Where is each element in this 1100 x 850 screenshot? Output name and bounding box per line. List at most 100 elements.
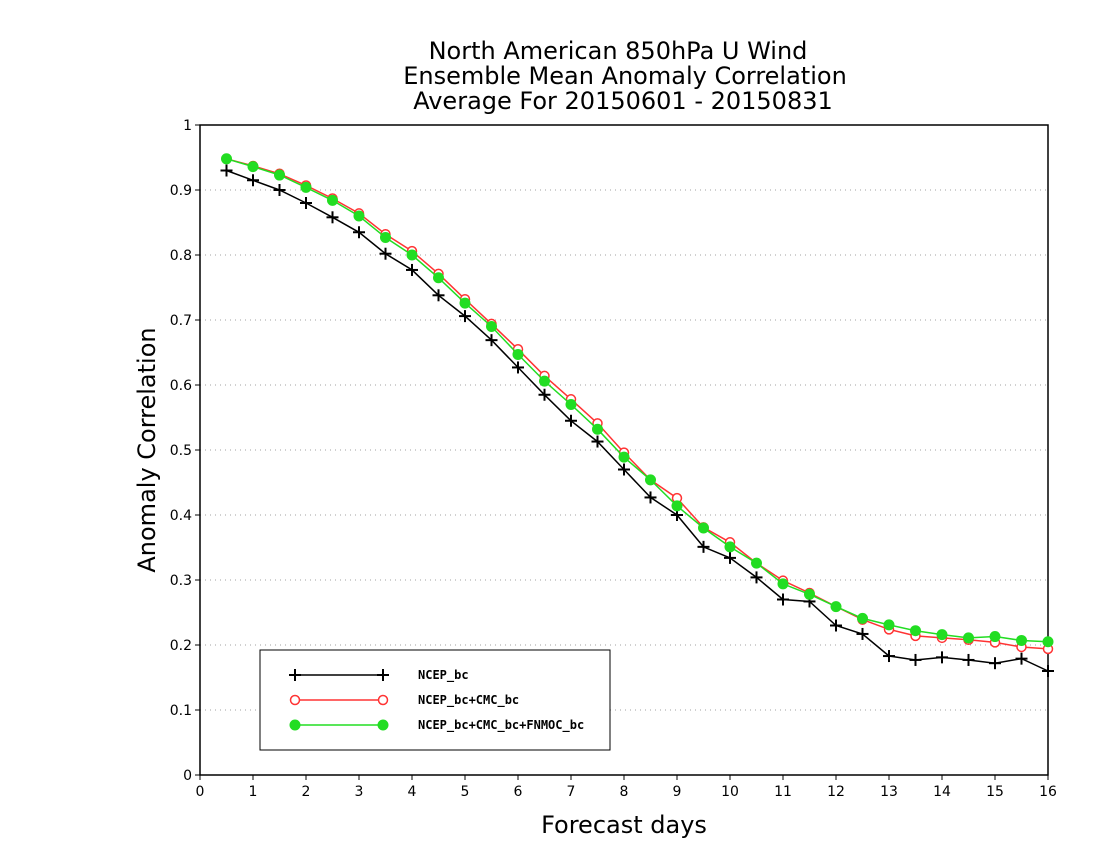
legend-entry: NCEP_bc xyxy=(289,668,469,683)
data-point xyxy=(1042,665,1054,677)
data-point xyxy=(697,540,710,553)
data-point xyxy=(289,669,301,681)
data-point xyxy=(777,593,789,606)
data-point xyxy=(459,310,471,323)
data-point xyxy=(538,388,551,401)
x-tick-label: 7 xyxy=(567,784,576,800)
data-point xyxy=(327,194,338,206)
data-point xyxy=(856,627,869,640)
data-point xyxy=(804,588,815,600)
series-ncep-bc-cmc-bc xyxy=(221,153,1054,655)
data-point xyxy=(883,619,895,631)
data-point xyxy=(591,435,604,448)
data-point xyxy=(406,249,418,261)
series xyxy=(220,153,1054,677)
y-tick-label: 1 xyxy=(183,118,192,134)
data-point xyxy=(380,231,391,243)
x-tick-label: 8 xyxy=(620,784,629,800)
data-point xyxy=(432,289,445,302)
data-point xyxy=(377,719,389,731)
data-point xyxy=(883,650,895,663)
x-axis-title: Forecast days xyxy=(541,811,707,839)
axis-ticks: 00.10.20.30.40.50.60.70.80.910 1 2 3 4 5 6 7 8 9 1… xyxy=(170,118,1057,800)
data-point xyxy=(512,361,524,374)
data-point xyxy=(247,174,259,187)
series-line xyxy=(226,158,1049,643)
data-point xyxy=(830,619,842,632)
data-point xyxy=(486,321,497,332)
data-point xyxy=(326,211,339,224)
data-point xyxy=(1015,652,1028,665)
x-tick-label: 3 xyxy=(355,784,364,800)
data-point xyxy=(247,161,259,173)
x-tick-label: 2 xyxy=(302,784,311,800)
data-point xyxy=(724,541,736,553)
data-point xyxy=(377,694,389,706)
x-tick-label: 13 xyxy=(880,784,898,800)
x-tick-label: 16 xyxy=(1039,784,1057,800)
data-point xyxy=(963,632,974,644)
series-line xyxy=(226,158,1049,650)
legend: NCEP_bc NCEP_bc+CMC_bc NCEP_bc+CMC_bc+FNMO… xyxy=(259,649,611,751)
data-point xyxy=(909,653,922,666)
data-point xyxy=(1042,636,1054,648)
data-point xyxy=(962,653,975,666)
y-tick-label: 0.1 xyxy=(170,703,192,719)
data-point xyxy=(406,263,418,276)
data-point xyxy=(377,669,389,681)
data-point xyxy=(565,399,577,410)
data-point xyxy=(671,500,683,512)
data-point xyxy=(857,612,868,624)
y-tick-label: 0 xyxy=(183,768,192,784)
legend-entry: NCEP_bc+CMC_bc xyxy=(289,693,519,708)
data-point xyxy=(300,181,312,193)
y-tick-label: 0.8 xyxy=(170,248,192,264)
data-point xyxy=(274,169,285,181)
data-point xyxy=(910,625,921,637)
data-point xyxy=(618,451,630,463)
data-point xyxy=(353,210,365,222)
data-point xyxy=(830,601,842,613)
data-point xyxy=(724,551,736,564)
data-point xyxy=(644,491,657,504)
x-tick-label: 6 xyxy=(514,784,523,800)
y-tick-label: 0.3 xyxy=(170,573,192,589)
data-point xyxy=(936,629,948,641)
y-tick-label: 0.9 xyxy=(170,183,192,199)
data-point xyxy=(592,423,603,435)
series-ncep-bc xyxy=(220,164,1054,677)
data-point xyxy=(750,571,763,584)
data-point xyxy=(751,557,762,569)
y-tick-label: 0.6 xyxy=(170,378,192,394)
x-tick-label: 9 xyxy=(673,784,682,800)
y-tick-label: 0.7 xyxy=(170,313,192,329)
x-tick-label: 10 xyxy=(721,784,739,800)
legend-label: NCEP_bc xyxy=(418,668,469,683)
legend-entry: NCEP_bc+CMC_bc+FNMOC_bc xyxy=(289,718,584,733)
data-point xyxy=(379,247,392,260)
data-point xyxy=(221,153,232,165)
data-point xyxy=(618,463,630,476)
y-tick-label: 0.5 xyxy=(170,443,192,459)
data-point xyxy=(289,719,301,731)
data-point xyxy=(1016,634,1027,646)
chart-title-line-3: Average For 20150601 - 20150831 xyxy=(413,87,833,115)
x-tick-label: 0 xyxy=(196,784,205,800)
y-tick-label: 0.2 xyxy=(170,638,192,654)
data-point xyxy=(433,272,444,284)
data-point xyxy=(645,474,656,486)
data-point xyxy=(539,375,550,387)
data-point xyxy=(512,348,524,360)
x-tick-label: 14 xyxy=(933,784,951,800)
legend-entries: NCEP_bc NCEP_bc+CMC_bc NCEP_bc+CMC_bc+FNMO… xyxy=(289,668,584,733)
data-point xyxy=(698,522,709,534)
chart-title: North American 850hPa U Wind Ensemble Me… xyxy=(403,37,847,115)
data-point xyxy=(777,578,789,590)
chart-title-line-2: Ensemble Mean Anomaly Correlation xyxy=(403,62,847,90)
data-point xyxy=(289,694,301,706)
x-tick-label: 15 xyxy=(986,784,1004,800)
x-tick-label: 5 xyxy=(461,784,470,800)
data-point xyxy=(989,657,1001,670)
chart-title-line-1: North American 850hPa U Wind xyxy=(429,37,808,65)
